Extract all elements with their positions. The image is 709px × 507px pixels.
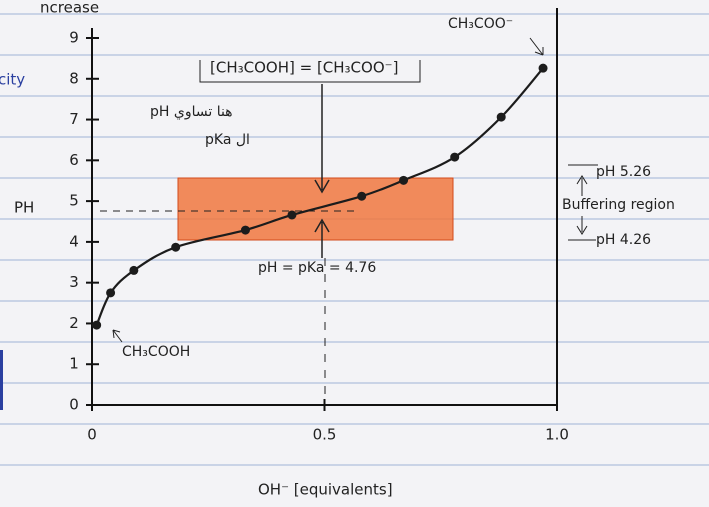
data-point [287,210,296,219]
annotation: pKa ال [205,132,250,148]
y-axis-label: PH [14,199,34,217]
annotation: [CH₃COOH] = [CH₃COO⁻] [210,59,398,77]
data-point [357,192,366,201]
y-tick-label: 8 [69,69,79,87]
y-tick-label: 0 [69,396,79,414]
y-tick-label: 6 [69,151,79,169]
y-tick-label: 1 [69,355,79,373]
data-point [399,176,408,185]
y-tick-label: 9 [69,29,79,47]
y-tick-label: 4 [69,232,79,250]
x-tick-label: 0 [87,426,97,444]
data-point [171,243,180,252]
x-tick-label: 1.0 [545,426,569,444]
annotation: pH 4.26 [596,232,651,248]
margin-text: city [0,71,25,89]
y-tick-label: 3 [69,273,79,291]
annotation: pH = pKa = 4.76 [258,260,376,276]
annotation: CH₃COOH [122,344,190,360]
data-point [497,113,506,122]
data-point [539,64,548,73]
y-tick-label: 2 [69,314,79,332]
data-point [106,288,115,297]
data-point [92,321,101,330]
annotation: CH₃COO⁻ [448,16,513,32]
annotation: pH 5.26 [596,164,651,180]
data-point [241,226,250,235]
chart: ncrease city PH OH⁻ [equivalents] [CH₃CO… [0,0,709,507]
annotation: Buffering region [562,197,675,213]
annotation: pH هنا تساوي [150,104,233,120]
data-point [129,266,138,275]
y-tick-label: 5 [69,192,79,210]
data-point [450,153,459,162]
margin-text: ncrease [40,0,99,17]
x-axis-label: OH⁻ [equivalents] [258,481,393,499]
y-tick-label: 7 [69,110,79,128]
x-tick-label: 0.5 [313,426,337,444]
